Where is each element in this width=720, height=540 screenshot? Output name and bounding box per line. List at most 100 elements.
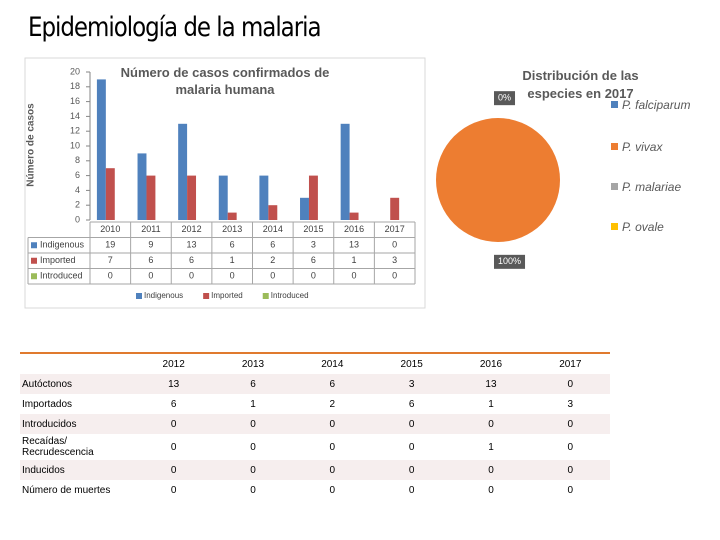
bar bbox=[268, 205, 278, 220]
chart-title: Número de casos confirmados de malaria h… bbox=[120, 65, 330, 97]
y-tick-label: 4 bbox=[75, 185, 80, 195]
data-label: 13 bbox=[349, 240, 359, 250]
legend-swatch bbox=[611, 143, 618, 150]
x-tick-label: 2012 bbox=[182, 224, 202, 234]
table-key bbox=[31, 273, 37, 280]
table-row: Autóctonos 13 6 6 3 13 0 bbox=[20, 374, 610, 394]
column-header: 2014 bbox=[321, 358, 344, 370]
table-cell: 0 bbox=[292, 434, 372, 460]
table-cell: 0 bbox=[451, 480, 531, 500]
y-tick-label: 6 bbox=[75, 170, 80, 180]
bar bbox=[227, 212, 237, 220]
x-tick-label: 2014 bbox=[263, 224, 283, 234]
bar bbox=[390, 197, 400, 220]
data-label: 1 bbox=[352, 255, 357, 265]
data-label: 19 bbox=[105, 240, 115, 250]
table-cell: 0 bbox=[292, 480, 372, 500]
legend-swatch bbox=[611, 223, 618, 230]
table-cell: 0 bbox=[371, 434, 452, 460]
column-header: 2017 bbox=[559, 358, 582, 370]
table-header-row: 2012 2013 2014 2015 2016 2017 bbox=[20, 353, 610, 374]
y-tick-label: 18 bbox=[70, 81, 80, 91]
data-label: 0 bbox=[352, 271, 357, 281]
bar bbox=[349, 212, 359, 220]
table-cell: 0 bbox=[213, 434, 293, 460]
table-cell: 13 bbox=[134, 374, 214, 394]
table-cell: 0 bbox=[134, 460, 214, 480]
value-label-box bbox=[494, 254, 526, 269]
column-header: 2015 bbox=[400, 358, 423, 370]
table-cell: 0 bbox=[134, 414, 214, 434]
table-row-label: Introduced bbox=[40, 271, 83, 281]
table-cell: 13 bbox=[451, 374, 531, 394]
bar bbox=[105, 168, 115, 220]
x-tick-label: 2010 bbox=[100, 224, 120, 234]
x-tick-label: 2016 bbox=[344, 224, 364, 234]
bar bbox=[137, 153, 147, 220]
table-cell: 0 bbox=[530, 414, 610, 434]
data-label: 7 bbox=[108, 255, 113, 265]
y-tick-label: 16 bbox=[70, 96, 80, 106]
table-cell: 0 bbox=[451, 460, 531, 480]
y-tick-label: 2 bbox=[75, 200, 80, 210]
legend-label: Imported bbox=[211, 291, 243, 300]
table-cell: 2 bbox=[292, 394, 372, 414]
x-tick-label: 2017 bbox=[385, 224, 405, 234]
row-label: Inducidos bbox=[20, 460, 134, 480]
table-row-label: Indigenous bbox=[40, 240, 85, 250]
table-key bbox=[31, 257, 37, 264]
table-cell: 0 bbox=[530, 434, 610, 460]
data-table: 2012 2013 2014 2015 2016 2017 Autóctonos 13 6 6 3 1… bbox=[20, 352, 610, 500]
data-label: 0 bbox=[311, 271, 316, 281]
data-label: 6 bbox=[148, 255, 153, 265]
row-label: Introducidos bbox=[20, 414, 134, 434]
table-row: Introducidos 0 0 0 0 0 0 bbox=[20, 414, 610, 434]
table-cell: 3 bbox=[371, 374, 452, 394]
table-cell: 0 bbox=[213, 414, 293, 434]
bar bbox=[300, 197, 309, 220]
data-label: 9 bbox=[148, 240, 153, 250]
table-cell: 0 bbox=[292, 460, 372, 480]
data-label: 6 bbox=[230, 240, 235, 250]
bar bbox=[178, 123, 188, 220]
data-label: 0 bbox=[392, 271, 397, 281]
data-label: 0 bbox=[148, 271, 153, 281]
table-row: Número de muertes 0 0 0 0 0 0 bbox=[20, 480, 610, 500]
chart-title: Distribución de las especies en 2017 bbox=[522, 68, 639, 101]
y-axis-label: Número de casos bbox=[26, 103, 37, 187]
data-label: 13 bbox=[187, 240, 197, 250]
table-cell: 1 bbox=[451, 434, 531, 460]
table-cell: 1 bbox=[213, 394, 293, 414]
x-tick-label: 2013 bbox=[222, 224, 242, 234]
legend-label: P. malariae bbox=[622, 180, 682, 194]
x-tick-label: 2011 bbox=[141, 224, 160, 234]
y-tick-label: 20 bbox=[70, 66, 80, 76]
data-label: 3 bbox=[311, 240, 316, 250]
table-cell: 0 bbox=[134, 480, 214, 500]
bar bbox=[259, 175, 269, 220]
legend-label: P. vivax bbox=[622, 140, 663, 154]
data-label: 2 bbox=[270, 255, 275, 265]
table-cell: 3 bbox=[530, 394, 610, 414]
y-tick-label: 0 bbox=[75, 214, 80, 224]
table-cell: 0 bbox=[292, 414, 372, 434]
data-label: 1 bbox=[230, 255, 235, 265]
value-label: 100% bbox=[498, 256, 521, 266]
data-label: 3 bbox=[392, 255, 397, 265]
y-tick-label: 8 bbox=[75, 155, 80, 165]
table-cell: 6 bbox=[134, 394, 214, 414]
y-tick-label: 10 bbox=[70, 140, 80, 150]
table-row: Recaídas/ Recrudescencia 0 0 0 0 1 0 bbox=[20, 434, 610, 460]
data-label: 0 bbox=[270, 271, 275, 281]
column-header: 2016 bbox=[479, 358, 503, 370]
bar bbox=[146, 175, 156, 220]
row-label: Importados bbox=[20, 394, 134, 414]
legend-label: Indigenous bbox=[144, 291, 183, 300]
table-cell: 0 bbox=[371, 414, 452, 434]
table-cell: 0 bbox=[451, 414, 531, 434]
bar bbox=[96, 79, 106, 221]
table-cell: 0 bbox=[213, 480, 293, 500]
pie-slice bbox=[436, 118, 560, 242]
column-header: 2012 bbox=[162, 358, 185, 370]
